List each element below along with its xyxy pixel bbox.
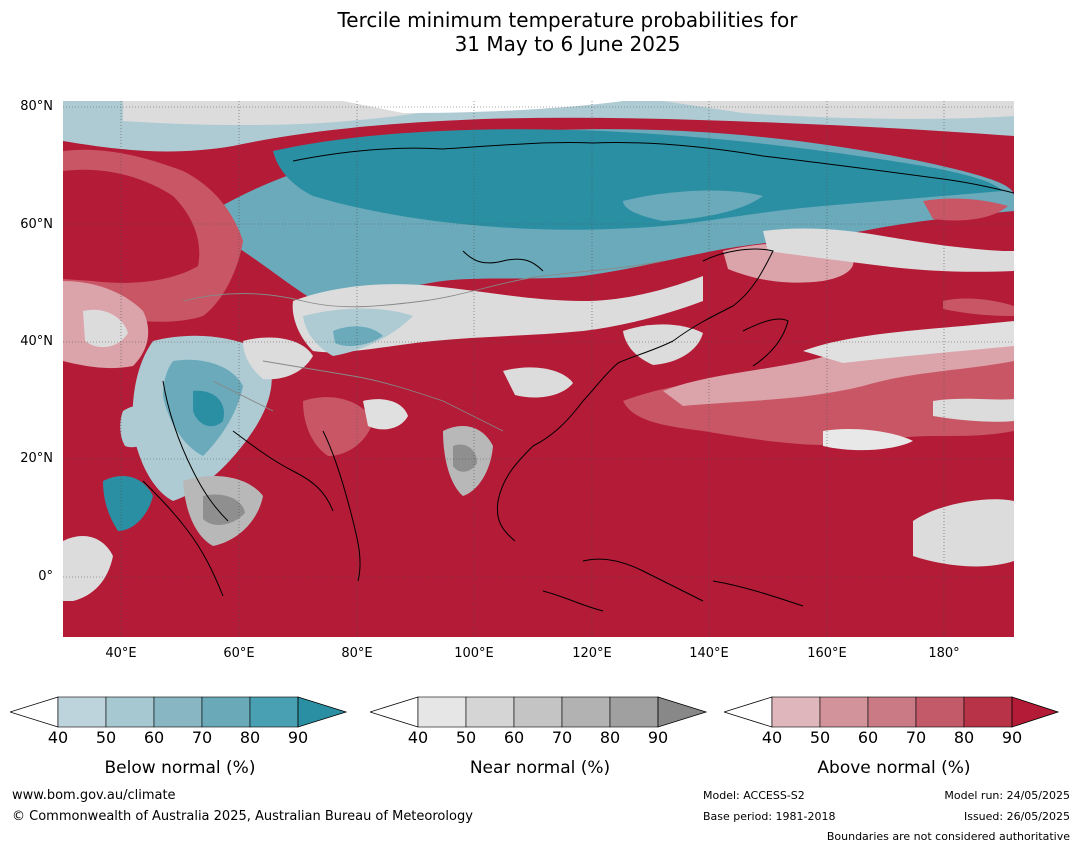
colorbar-swatch (1011, 696, 1060, 728)
tick-label: 40 (407, 728, 429, 747)
colorbar-swatch (513, 696, 563, 728)
boundaries (182, 260, 664, 432)
tick-label: 60 (143, 728, 165, 747)
graticule (63, 101, 1014, 637)
tick-label: 50 (95, 728, 117, 747)
map-panel (63, 101, 1014, 637)
tick-label: 90 (287, 728, 309, 747)
title-line-1: Tercile minimum temperature probabilitie… (337, 8, 798, 32)
colorbar-swatch (249, 696, 299, 728)
lat-label-60n: 60°N (20, 217, 53, 232)
lon-label-60e: 60°E (223, 646, 255, 661)
colorbar-near-swatches (368, 696, 708, 728)
model-text: Model: ACCESS-S2 (703, 789, 805, 802)
tick-label: 40 (47, 728, 69, 747)
colorbar-swatch (105, 696, 155, 728)
tick-label: 80 (239, 728, 261, 747)
tick-label: 70 (905, 728, 927, 747)
tick-label: 60 (503, 728, 525, 747)
colorbar-below-ticks: 40 50 60 70 80 90 (10, 728, 350, 748)
coastlines (142, 142, 1014, 612)
tick-label: 50 (809, 728, 831, 747)
colorbar-swatch (657, 696, 708, 728)
tick-label: 90 (1001, 728, 1023, 747)
colorbar-swatch (297, 696, 348, 728)
colorbar-swatch (963, 696, 1013, 728)
lon-label-180: 180° (928, 646, 960, 661)
disclaimer-text: Boundaries are not considered authoritat… (826, 830, 1070, 843)
colorbar-swatch (465, 696, 515, 728)
lat-label-80n: 80°N (20, 99, 53, 114)
website-link[interactable]: www.bom.gov.au/climate (12, 788, 176, 803)
tick-label: 80 (599, 728, 621, 747)
title-line-2: 31 May to 6 June 2025 (454, 32, 681, 56)
lon-label-100e: 100°E (454, 646, 494, 661)
tick-label: 70 (551, 728, 573, 747)
colorbar-swatch (609, 696, 659, 728)
tick-label: 50 (455, 728, 477, 747)
colorbar-swatch (915, 696, 965, 728)
colorbar-swatch (771, 696, 821, 728)
colorbar-swatch (153, 696, 203, 728)
lat-label-20n: 20°N (20, 451, 53, 466)
copyright-text: © Commonwealth of Australia 2025, Austra… (12, 809, 473, 824)
lon-label-80e: 80°E (341, 646, 373, 661)
colorbar-below-normal: 40 50 60 70 80 90 Below normal (%) (8, 696, 350, 786)
chart-title: Tercile minimum temperature probabilitie… (0, 8, 1081, 56)
colorbar-swatch (57, 696, 107, 728)
colorbar-swatch (819, 696, 869, 728)
colorbar-below-swatches (8, 696, 348, 728)
colorbar-near-title: Near normal (%) (469, 758, 611, 778)
lon-label-120e: 120°E (572, 646, 612, 661)
colorbar-swatch (417, 696, 467, 728)
lon-label-140e: 140°E (689, 646, 729, 661)
colorbar-near-ticks: 40 50 60 70 80 90 (370, 728, 710, 748)
tick-label: 60 (857, 728, 879, 747)
base-period-text: Base period: 1981-2018 (703, 810, 836, 823)
colorbar-above-title: Above normal (%) (817, 758, 971, 778)
lat-label-0: 0° (38, 569, 53, 584)
lon-label-40e: 40°E (105, 646, 137, 661)
colorbar-swatch (201, 696, 251, 728)
colorbar-swatch (867, 696, 917, 728)
colorbar-swatch (561, 696, 611, 728)
colorbar-above-ticks: 40 50 60 70 80 90 (724, 728, 1064, 748)
colorbar-above-swatches (722, 696, 1060, 728)
tick-label: 80 (953, 728, 975, 747)
tick-label: 40 (761, 728, 783, 747)
model-run-text: Model run: 24/05/2025 (944, 789, 1070, 802)
issued-text: Issued: 26/05/2025 (963, 810, 1070, 823)
colorbar-near-normal: 40 50 60 70 80 90 Near normal (%) (368, 696, 710, 786)
probability-map (63, 101, 1014, 637)
colorbar-below-title: Below normal (%) (104, 758, 256, 778)
lat-label-40n: 40°N (20, 334, 53, 349)
tick-label: 90 (647, 728, 669, 747)
tick-label: 70 (191, 728, 213, 747)
lon-label-160e: 160°E (807, 646, 847, 661)
colorbar-above-normal: 40 50 60 70 80 90 Above normal (%) (722, 696, 1064, 786)
